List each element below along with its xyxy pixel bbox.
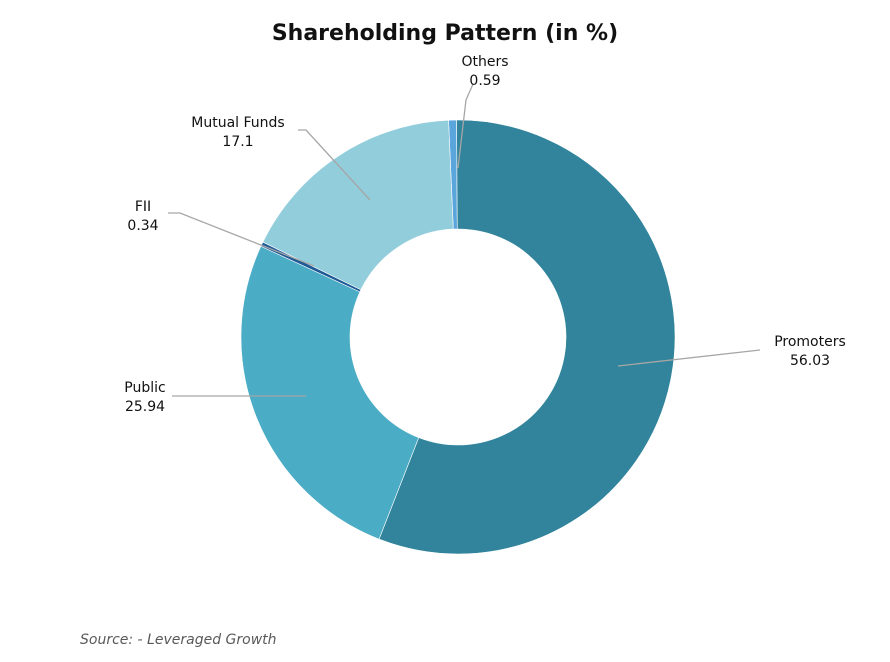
slice-value-mutual-funds: 17.1 [222,134,253,150]
slice-label-mutual-funds: Mutual Funds [191,115,284,131]
slice-label-promoters: Promoters [774,334,846,350]
slice-label-public: Public [124,380,165,396]
slice-label-fii: FII [135,199,151,215]
leader-lines [168,83,761,397]
leader-line-mutual-funds [298,129,371,201]
donut-slices [240,119,676,555]
chart-title: Shareholding Pattern (in %) [272,21,618,46]
leader-line-others [457,83,474,169]
slice-mutual-funds [262,119,454,291]
slice-value-promoters: 56.03 [790,353,830,369]
slice-value-public: 25.94 [125,399,165,415]
leader-line-promoters [617,349,761,367]
slice-value-fii: 0.34 [127,218,158,234]
slice-promoters [378,119,676,555]
source-note: Source: - Leveraged Growth [80,632,277,648]
slice-value-others: 0.59 [469,73,500,89]
leader-line-fii [168,212,315,267]
slice-labels: Others 0.59 Promoters 56.03 Public 25.94 FII 0.… [124,54,846,415]
slice-label-others: Others [461,54,508,70]
slice-public [240,245,420,540]
